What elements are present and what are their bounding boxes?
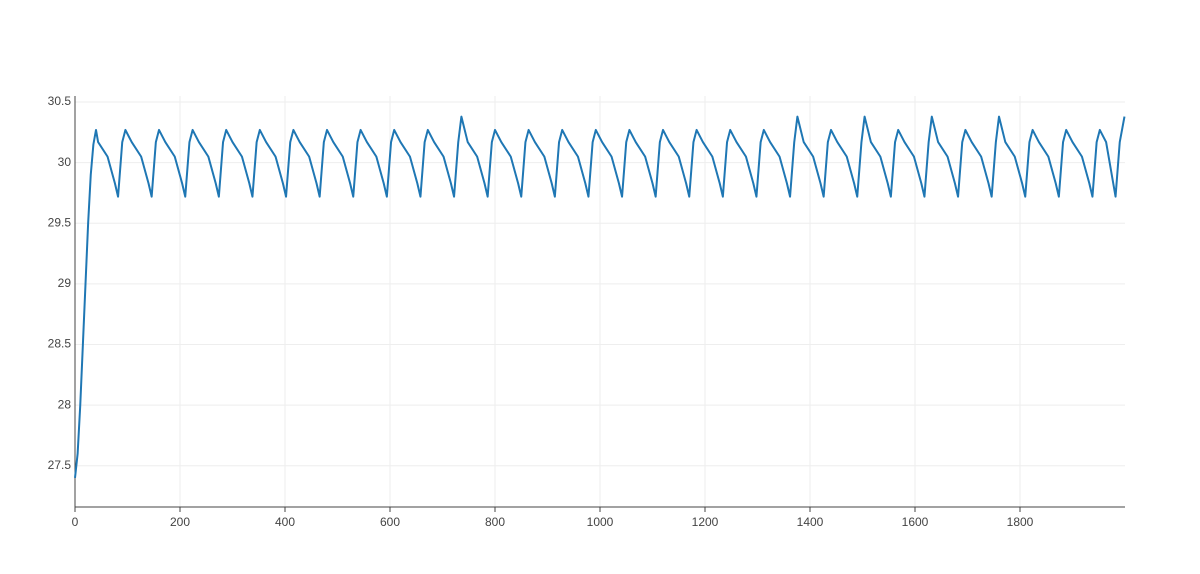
y-tick-label: 29 [58, 276, 72, 290]
axes: 27.5 28 28.5 29 29.5 30 30.5 0 200 400 600 800 1000 1… [48, 94, 1125, 529]
plot-area [74, 115, 1126, 479]
y-tick-label: 30.5 [48, 94, 72, 108]
y-tick-label: 30 [58, 155, 72, 169]
y-tick-label: 29.5 [48, 215, 72, 229]
x-tick-label: 1800 [1007, 515, 1034, 529]
x-tick-label: 600 [380, 515, 400, 529]
grid [74, 96, 1125, 507]
x-tick-label: 400 [275, 515, 295, 529]
y-tick-label: 28.5 [48, 337, 72, 351]
x-tick-label: 200 [170, 515, 190, 529]
x-tick-label: 1200 [692, 515, 719, 529]
x-tick-label: 0 [72, 515, 79, 529]
y-tick-label: 28 [58, 397, 72, 411]
data-line [74, 115, 1126, 479]
x-tick-label: 1600 [902, 515, 929, 529]
y-tick-label: 27.5 [48, 458, 72, 472]
x-tick-label: 1000 [587, 515, 614, 529]
x-tick-label: 800 [485, 515, 505, 529]
x-tick-label: 1400 [797, 515, 824, 529]
